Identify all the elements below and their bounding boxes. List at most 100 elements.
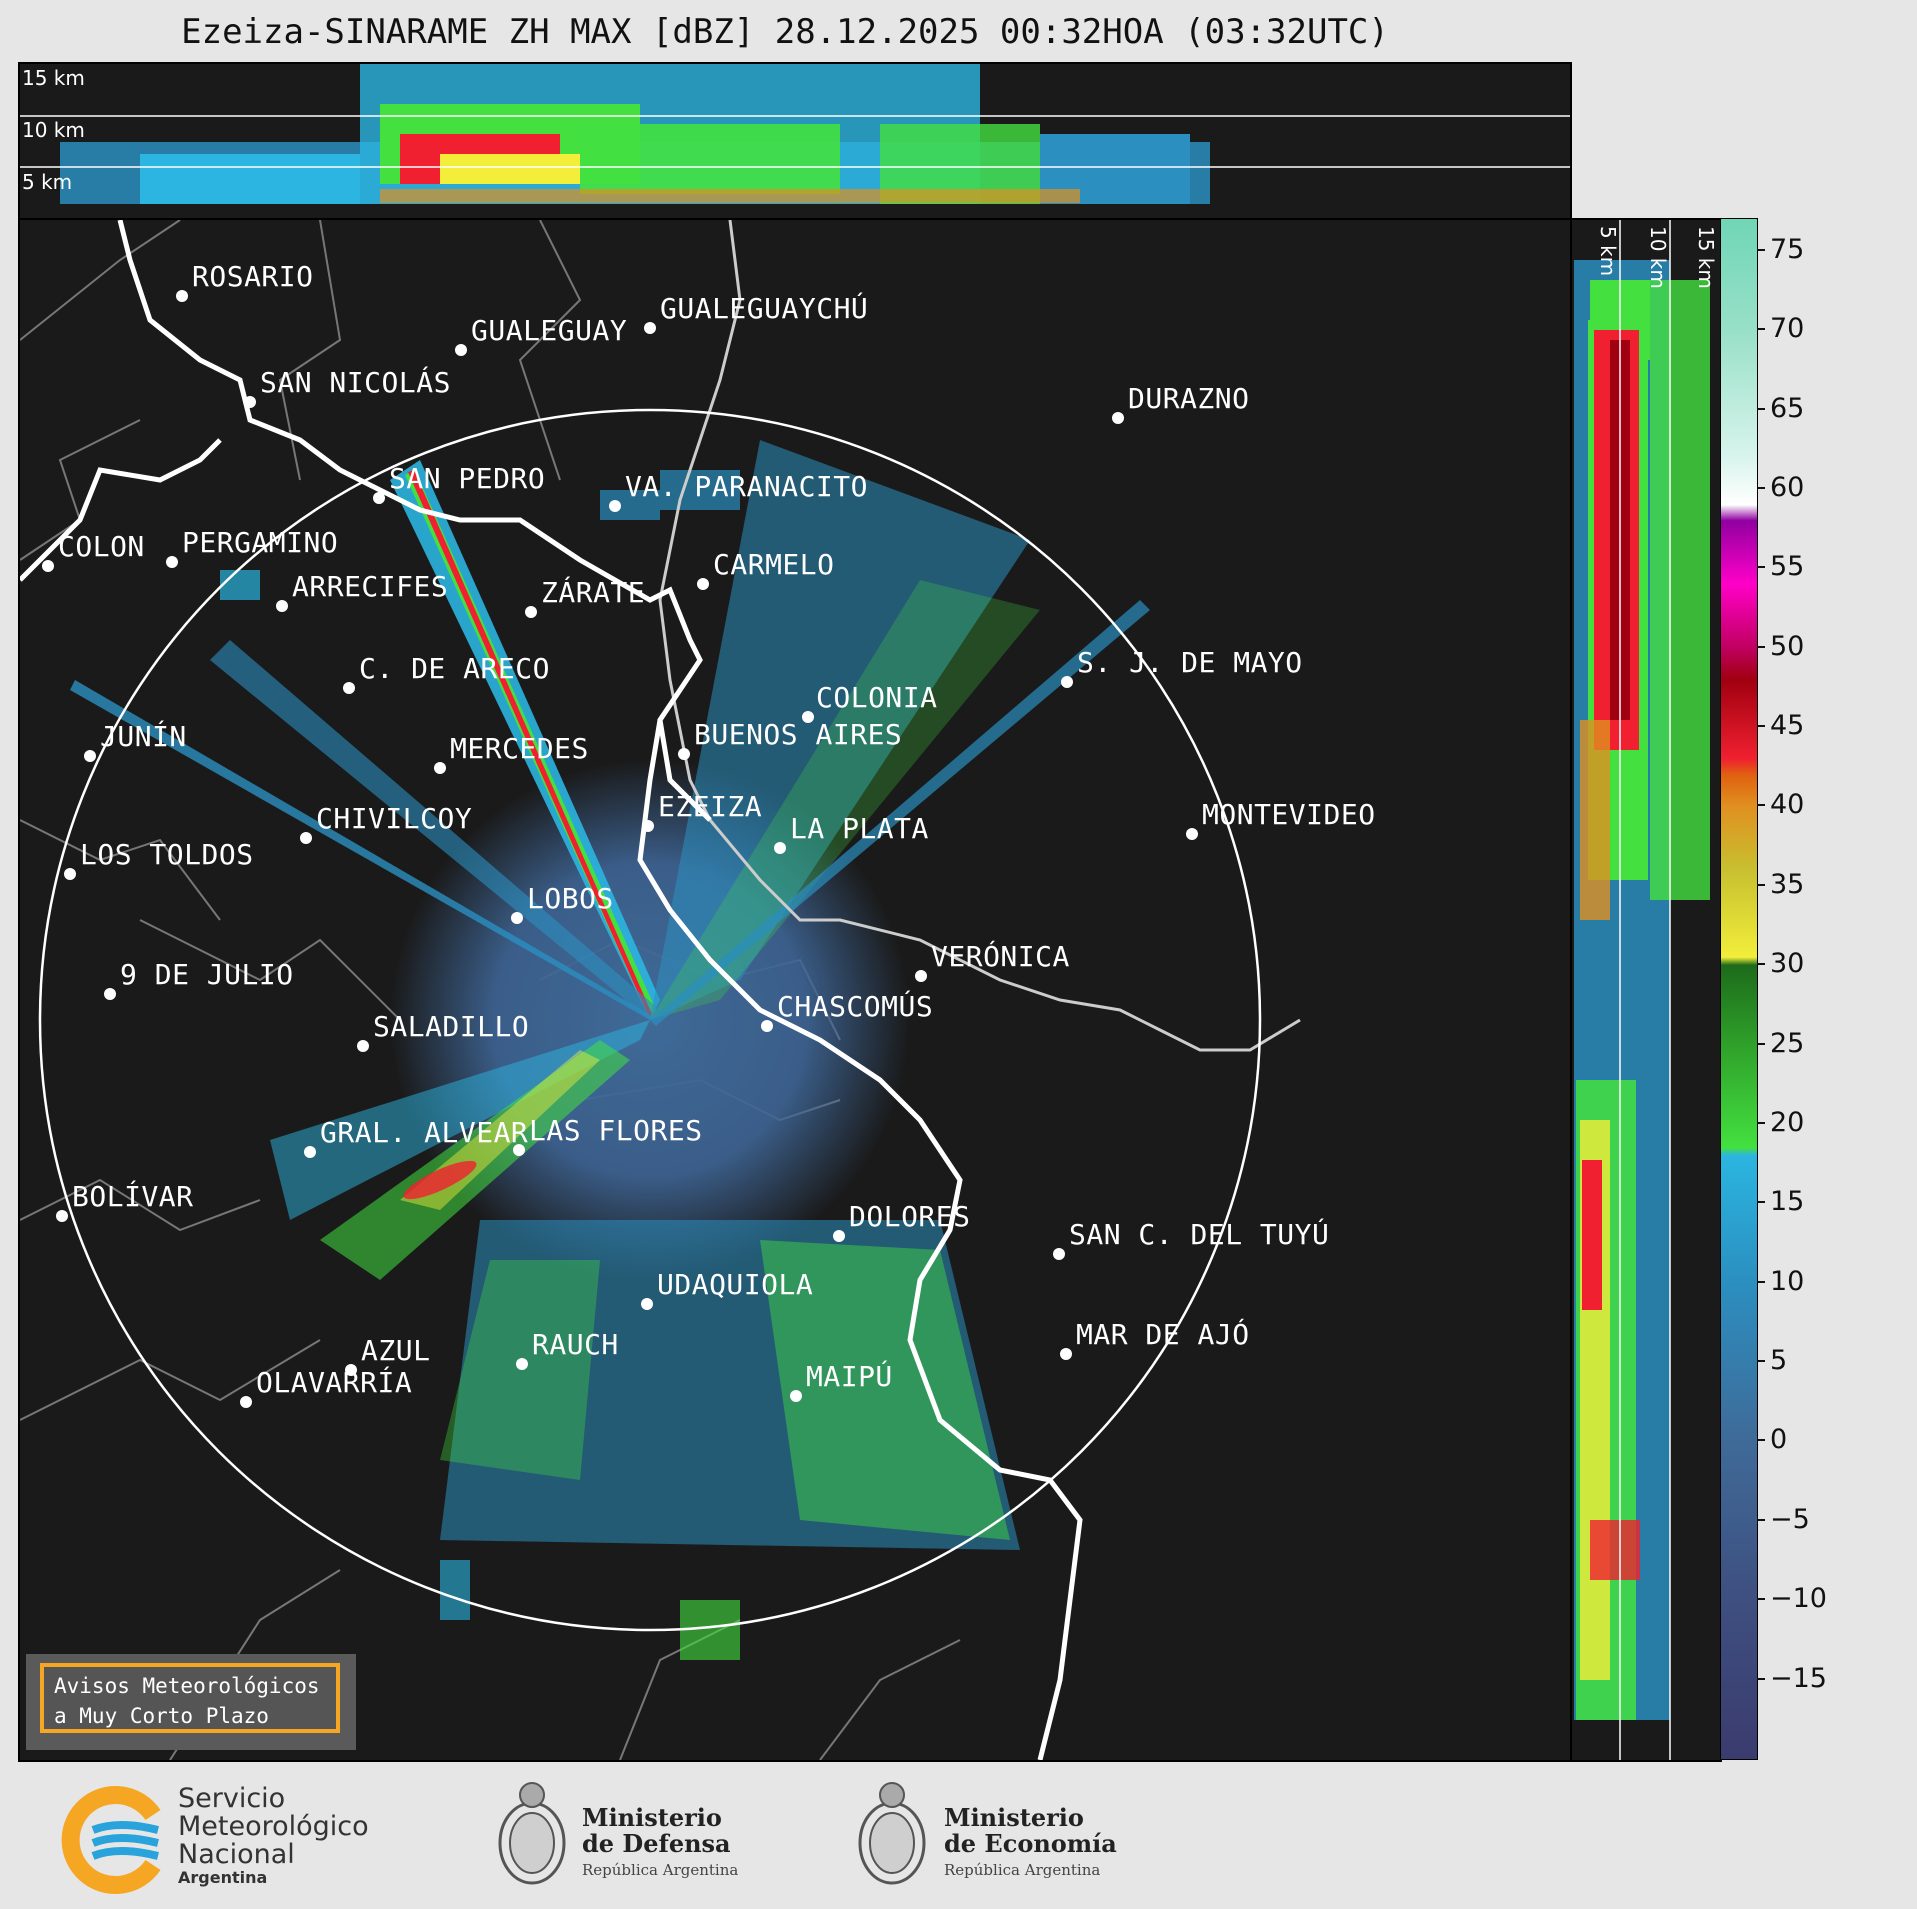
city-markers: [42, 290, 1198, 1408]
top-profile-svg: [20, 64, 1570, 204]
top-label-5km: 5 km: [22, 170, 73, 194]
colorbar-tick-mark: [1757, 566, 1765, 569]
city-label-los-toldos: LOS TOLDOS: [80, 838, 254, 871]
city-label-mar-de-ajo: MAR DE AJÓ: [1076, 1318, 1250, 1351]
top-profile-echoes: [60, 64, 1210, 204]
top-label-15km: 15 km: [22, 66, 85, 90]
city-label-sj-de-mayo: S. J. DE MAYO: [1077, 646, 1303, 679]
colorbar-tick-mark: [1757, 1677, 1765, 1680]
colorbar-tick-mark: [1757, 328, 1765, 331]
city-label-junin: JUNÍN: [100, 720, 187, 753]
colorbar-tick-label: 45: [1770, 710, 1805, 742]
city-label-buenos-aires: BUENOS AIRES: [694, 718, 903, 751]
side-height-profile: 5 km 10 km 15 km: [1568, 218, 1722, 1762]
smn-line-2: Meteorológico: [178, 1811, 369, 1842]
city-label-ezeiza: EZEIZA: [658, 790, 763, 823]
city-label-durazno: DURAZNO: [1128, 382, 1250, 415]
economia-line-2: de Economía: [944, 1829, 1117, 1858]
colorbar-tick-label: 35: [1770, 868, 1805, 900]
top-height-profile: 15 km 10 km 5 km: [18, 62, 1572, 220]
colorbar-tick-mark: [1757, 1518, 1765, 1521]
city-label-mercedes: MERCEDES: [450, 732, 589, 765]
side-profile-svg: [1574, 220, 1710, 1760]
smn-line-3: Nacional: [178, 1839, 295, 1870]
city-label-udaquiola: UDAQUIOLA: [657, 1268, 814, 1301]
notice-line-1: Avisos Meteorológicos: [54, 1674, 320, 1698]
city-label-dolores: DOLORES: [849, 1200, 971, 1233]
colorbar-tick-label: 5: [1770, 1345, 1788, 1377]
chart-title: Ezeiza-SINARAME ZH MAX [dBZ] 28.12.2025 …: [181, 12, 1389, 52]
defensa-line-1: Ministerio: [582, 1803, 722, 1832]
colorbar-tick-mark: [1757, 963, 1765, 966]
range-ring: [38, 408, 1262, 1632]
colorbar-tick-mark: [1757, 486, 1765, 489]
city-label-azul: AZUL: [361, 1334, 431, 1367]
colorbar-tick-mark: [1757, 804, 1765, 807]
colorbar-tick-label: 25: [1770, 1027, 1805, 1059]
colorbar-tick-mark: [1757, 1439, 1765, 1442]
city-label-bolivar: BOLÍVAR: [72, 1180, 194, 1213]
colorbar-tick-label: 0: [1770, 1424, 1788, 1456]
city-label-san-nicolas: SAN NICOLÁS: [260, 366, 451, 399]
colorbar-tick-label: 55: [1770, 551, 1805, 583]
colorbar-tick-mark: [1757, 407, 1765, 410]
side-label-5km: 5 km: [1596, 226, 1620, 277]
notice-box[interactable]: Avisos Meteorológicos a Muy Corto Plazo: [40, 1663, 340, 1733]
colorbar-tick-label: 50: [1770, 630, 1805, 662]
radar-map: ROSARIO GUALEGUAYCHÚ GUALEGUAY SAN NICOL…: [18, 218, 1572, 1762]
top-label-10km: 10 km: [22, 118, 85, 142]
city-label-9-de-julio: 9 DE JULIO: [120, 958, 294, 991]
side-label-10km: 10 km: [1646, 226, 1670, 289]
city-label-maipu: MAIPÚ: [806, 1360, 893, 1393]
colorbar-tick-label: −10: [1770, 1583, 1827, 1615]
province-coastline: [20, 220, 1083, 1760]
dbz-colorbar: [1720, 218, 1758, 1760]
city-label-las-flores: LAS FLORES: [529, 1114, 703, 1147]
city-label-gualeguaychu: GUALEGUAYCHÚ: [660, 292, 869, 325]
defensa-line-2: de Defensa: [582, 1829, 731, 1858]
colorbar-tick-label: 30: [1770, 948, 1805, 980]
city-label-colon: COLON: [58, 530, 145, 563]
colorbar-tick-label: 70: [1770, 313, 1805, 345]
city-label-veronica: VERÓNICA: [931, 940, 1070, 973]
city-label-gral-alvear: GRAL. ALVEAR: [320, 1116, 529, 1149]
city-label-rauch: RAUCH: [532, 1328, 619, 1361]
economia-line-3: República Argentina: [944, 1861, 1101, 1879]
side-label-15km: 15 km: [1694, 226, 1718, 289]
colorbar-tick-mark: [1757, 1121, 1765, 1124]
colorbar-tick-mark: [1757, 645, 1765, 648]
city-label-chivilcoy: CHIVILCOY: [316, 802, 473, 835]
colorbar-tick-label: 10: [1770, 1265, 1805, 1297]
city-label-gualeguay: GUALEGUAY: [471, 314, 628, 347]
colorbar-tick-label: 40: [1770, 789, 1805, 821]
city-label-lobos: LOBOS: [527, 882, 614, 915]
defensa-line-3: República Argentina: [582, 1861, 739, 1879]
colorbar-tick-mark: [1757, 883, 1765, 886]
colorbar-tick-label: 60: [1770, 471, 1805, 503]
city-label-la-plata: LA PLATA: [790, 812, 929, 845]
defensa-logo: Ministerio de Defensa República Argentin…: [492, 1775, 752, 1900]
city-label-va-paranacito: VA. PARANACITO: [625, 470, 869, 503]
city-label-chascomus: CHASCOMÚS: [777, 990, 934, 1023]
city-label-san-pedro: SAN PEDRO: [389, 462, 546, 495]
city-label-colonia: COLONIA: [816, 681, 938, 714]
city-label-san-c-del-tuyu: SAN C. DEL TUYÚ: [1069, 1218, 1330, 1251]
smn-line-4: Argentina: [178, 1868, 268, 1887]
city-label-montevideo: MONTEVIDEO: [1202, 798, 1376, 831]
argentina-seal-icon: [498, 1782, 566, 1885]
radar-map-svg: [20, 220, 1301, 1760]
colorbar-tick-mark: [1757, 1598, 1765, 1601]
colorbar-tick-mark: [1757, 1360, 1765, 1363]
notice-line-2: a Muy Corto Plazo: [54, 1704, 269, 1728]
colorbar-tick-mark: [1757, 248, 1765, 251]
colorbar-tick-label: 20: [1770, 1106, 1805, 1138]
colorbar-tick-mark: [1757, 1201, 1765, 1204]
colorbar-tick-label: 15: [1770, 1186, 1805, 1218]
smn-logo-icon: [61, 1786, 161, 1894]
colorbar-tick-mark: [1757, 1042, 1765, 1045]
colorbar-tick-label: 65: [1770, 392, 1805, 424]
city-label-carmelo: CARMELO: [713, 548, 835, 581]
radar-echoes: [70, 440, 1150, 1660]
smn-logo: Servicio Meteorológico Nacional Argentin…: [58, 1785, 418, 1895]
city-label-olavarria: OLAVARRÍA: [256, 1366, 413, 1399]
